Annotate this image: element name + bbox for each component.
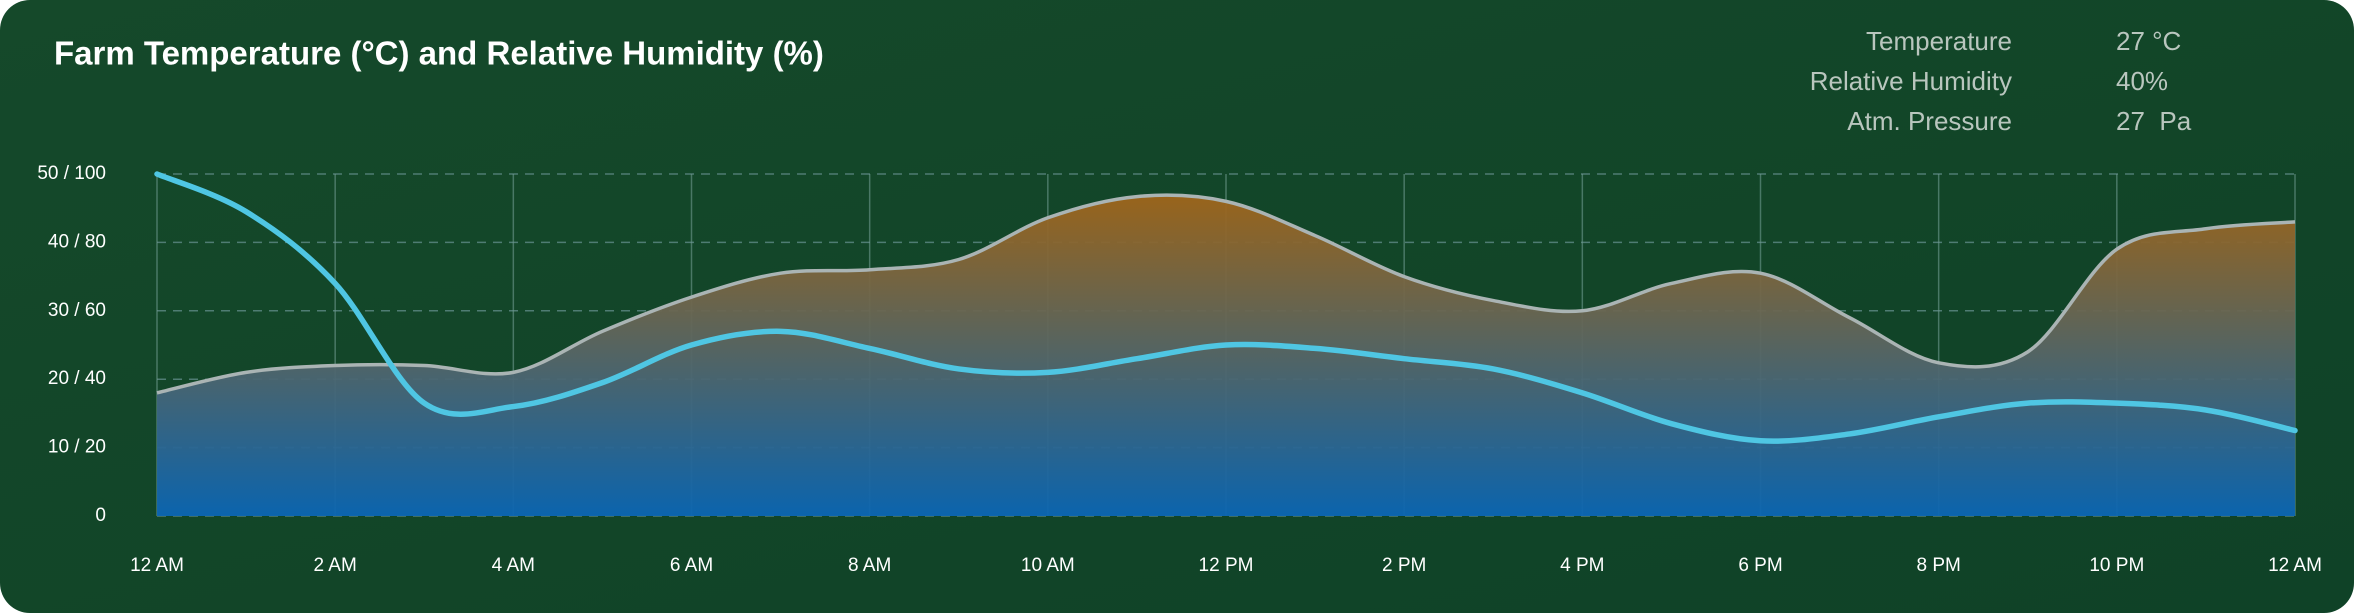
area-line [156, 193, 2296, 395]
y-tick-label: 10 / 20 [48, 437, 106, 458]
x-tick-label: 2 AM [314, 555, 357, 576]
chart-title: Farm Temperature (°C) and Relative Humid… [54, 35, 824, 72]
y-tick-label: 20 / 40 [48, 368, 106, 389]
stat-label: Temperature [1866, 26, 2012, 56]
line [154, 171, 2298, 444]
stat-value: 27 Pa [2116, 106, 2192, 136]
y-tick-label: 50 / 100 [37, 163, 106, 184]
x-tick-label: 10 PM [2089, 555, 2144, 576]
y-tick-label: 0 [95, 505, 106, 526]
x-tick-label: 6 AM [670, 555, 713, 576]
x-tick-label: 4 AM [492, 555, 535, 576]
stat-value: 40% [2116, 66, 2168, 96]
x-tick-label: 12 AM [130, 555, 184, 576]
y-tick-label: 40 / 80 [48, 231, 106, 252]
stat-value: 27 °C [2116, 26, 2181, 56]
stats-panel: Temperature 27 °C Relative Humidity 40% Atm.… [1810, 26, 2192, 136]
x-tick-label: 12 AM [2268, 555, 2322, 576]
stat-label: Atm. Pressure [1847, 106, 2012, 136]
x-tick-label: 12 PM [1199, 555, 1254, 576]
y-tick-label: 30 / 60 [48, 300, 106, 321]
x-tick-label: 8 PM [1916, 555, 1960, 576]
stat-label: Relative Humidity [1810, 66, 2012, 96]
x-tick-label: 2 PM [1382, 555, 1426, 576]
x-tick-label: 8 AM [848, 555, 891, 576]
x-tick-label: 10 AM [1021, 555, 1075, 576]
x-tick-label: 4 PM [1560, 555, 1604, 576]
x-tick-label: 6 PM [1738, 555, 1782, 576]
area [157, 195, 2295, 517]
